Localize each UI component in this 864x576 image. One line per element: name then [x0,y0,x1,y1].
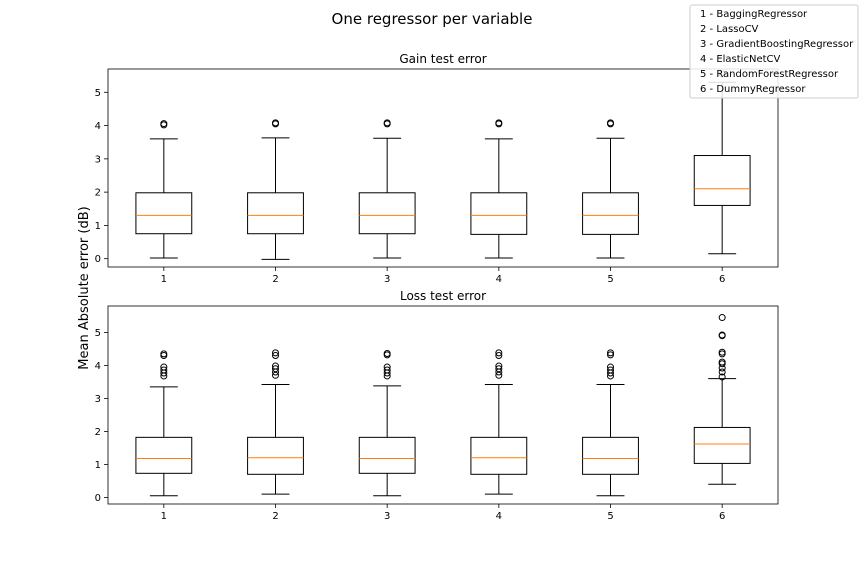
x-tick-label: 2 [272,274,278,285]
box-6 [693,314,751,485]
box-5 [582,349,639,497]
legend-frame [689,4,859,99]
outlier-point [160,120,168,128]
y-tick-label: 5 [95,328,101,339]
legend-entry: 6 - DummyRegressor [700,84,806,95]
y-tick-label: 4 [95,121,101,132]
y-tick-label: 1 [95,221,101,232]
outlier-point [272,362,279,370]
outlier-point [160,366,168,374]
box-body [470,436,528,475]
outlier-point [272,352,279,359]
box-body [470,192,528,235]
gain-subplot: Gain test error 0 1 2 3 4 5 1 2 3 4 5 6 [95,52,779,285]
chart-title: One regressor per variable [332,10,533,28]
legend-entry: 3 - GradientBoostingRegressor [700,39,854,50]
outlier-point [272,365,279,373]
outlier-point [495,371,503,379]
box-body [247,192,304,235]
y-tick-label: 3 [95,394,101,405]
box-body [693,426,751,464]
box-body [358,192,416,235]
x-tick-label: 3 [384,511,390,522]
x-tick-label: 4 [496,511,502,522]
box-body [582,436,639,475]
box-body [582,192,639,235]
box-2 [247,349,304,495]
outlier-point [607,351,614,359]
outlier-point [495,349,503,357]
box-body [693,155,751,206]
plot-frame [107,68,779,268]
box-1 [135,120,193,259]
gain-subplot-title: Gain test error [399,52,486,66]
outlier-point [495,352,503,359]
box-2 [247,119,304,260]
legend-entry: 5 - RandomForestRegressor [700,69,839,80]
x-tick-label: 3 [384,274,390,285]
y-tick-label: 3 [95,154,101,165]
outlier-point [272,119,279,127]
box-3 [358,119,416,259]
x-tick-label: 1 [161,274,167,285]
outlier-point [383,363,391,371]
y-tick-label: 2 [95,427,101,438]
outlier-point [383,119,391,127]
outlier-point [383,350,391,358]
y-tick-label: 0 [95,254,101,265]
x-tick-label: 6 [719,511,725,522]
x-tick-label: 6 [719,274,725,285]
x-tick-label: 2 [272,511,278,522]
loss-subplot: Loss test error 0 1 2 3 4 5 1 2 3 4 5 6 [95,289,779,522]
y-axis-label: Mean Absolute error (dB) [77,206,92,369]
legend-entry: 1 - BaggingRegressor [700,9,808,20]
legend: 1 - BaggingRegressor 2 - LassoCV 3 - Gra… [689,4,859,99]
y-tick-label: 5 [95,88,101,99]
outlier-point [495,119,503,127]
x-tick-label: 1 [161,511,167,522]
y-tick-label: 4 [95,361,101,372]
box-4 [470,119,528,259]
y-tick-label: 0 [95,493,101,504]
outlier-point [718,314,726,322]
box-1 [135,350,193,497]
outlier-point [718,373,726,381]
x-tick-label: 5 [607,511,613,522]
box-4 [470,349,528,495]
outlier-point [272,349,279,357]
legend-entry: 2 - LassoCV [700,24,759,35]
loss-subplot-title: Loss test error [400,289,486,303]
box-body [135,192,193,235]
outlier-point [607,363,614,371]
box-body [135,436,193,474]
outlier-point [495,362,503,370]
plot-frame [107,305,779,505]
outlier-point [272,371,279,379]
box-body [358,436,416,474]
outlier-point [383,366,391,374]
box-body [247,436,304,475]
outlier-point [718,358,726,366]
outlier-point [607,119,614,127]
x-tick-label: 4 [496,274,502,285]
outlier-point [160,363,168,371]
outlier-point [718,368,726,376]
legend-entry: 4 - ElasticNetCV [700,54,780,65]
y-tick-label: 2 [95,188,101,199]
box-5 [582,119,639,259]
outlier-point [718,331,726,339]
box-3 [358,350,416,497]
outlier-point [718,348,726,356]
outlier-point [160,350,168,358]
y-tick-label: 1 [95,460,101,471]
outlier-point [495,365,503,373]
x-tick-label: 5 [607,274,613,285]
outlier-point [607,349,614,357]
outlier-point [607,366,614,374]
